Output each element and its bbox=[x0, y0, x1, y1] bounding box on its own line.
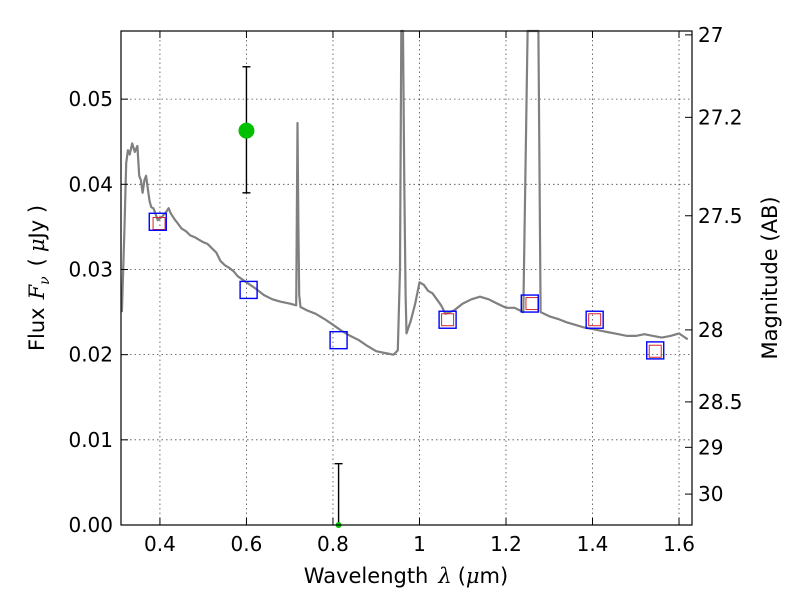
axis-ticks: 0.4 0.6 0.8 1 1.2 1.4 1.6 0.00 0.01 0.02 0.03 0.04 0… bbox=[68, 23, 742, 556]
x-tick-label: 0.8 bbox=[317, 532, 349, 556]
y-tick-label: 0.01 bbox=[68, 428, 113, 452]
x-tick-label: 1 bbox=[413, 532, 426, 556]
y-tick-label: 0.03 bbox=[68, 257, 113, 281]
y-tick-label: 0.05 bbox=[68, 87, 113, 111]
y2-tick-label: 28.5 bbox=[698, 390, 743, 414]
model-photometry-square bbox=[441, 313, 455, 327]
y2-tick-label: 29 bbox=[698, 435, 723, 459]
model-photometry-square bbox=[588, 313, 602, 327]
model-photometry-square bbox=[152, 216, 166, 230]
x-tick-label: 1.2 bbox=[490, 532, 522, 556]
observed-photometry-square bbox=[520, 294, 539, 313]
detection-point bbox=[238, 122, 255, 139]
model-sed-line bbox=[120, 29, 689, 356]
observed-photometry-square bbox=[585, 310, 604, 329]
y2-tick-label: 27.5 bbox=[698, 204, 743, 228]
observed-photometry-square bbox=[646, 341, 665, 360]
observed-photometry-square bbox=[239, 280, 258, 300]
y2-tick-label: 28 bbox=[698, 318, 723, 342]
y-tick-label: 0.02 bbox=[68, 343, 113, 367]
y-axis-label: FluxFν(μJy ) bbox=[25, 205, 53, 351]
y2-tick-label: 27 bbox=[698, 23, 723, 47]
x-tick-label: 1.6 bbox=[663, 532, 695, 556]
observed-photometry-square bbox=[329, 330, 348, 350]
plot-series bbox=[120, 29, 689, 528]
y-tick-label: 0.04 bbox=[68, 172, 113, 196]
observed-photometry-square bbox=[148, 212, 167, 231]
x-tick-label: 0.6 bbox=[231, 532, 263, 556]
y-tick-label: 0.00 bbox=[68, 513, 113, 537]
x-axis-label: Wavelength λ (μm) bbox=[304, 564, 508, 588]
observed-photometry-square bbox=[438, 310, 457, 329]
y2-tick-label: 27.2 bbox=[698, 105, 743, 129]
x-tick-label: 1.4 bbox=[577, 532, 609, 556]
y2-axis-label: Magnitude (AB) bbox=[758, 196, 782, 359]
model-photometry-square bbox=[525, 297, 539, 311]
y2-tick-label: 30 bbox=[698, 482, 723, 506]
x-tick-label: 0.4 bbox=[144, 532, 176, 556]
plot-frame bbox=[120, 30, 693, 526]
model-photometry-square bbox=[648, 344, 662, 358]
